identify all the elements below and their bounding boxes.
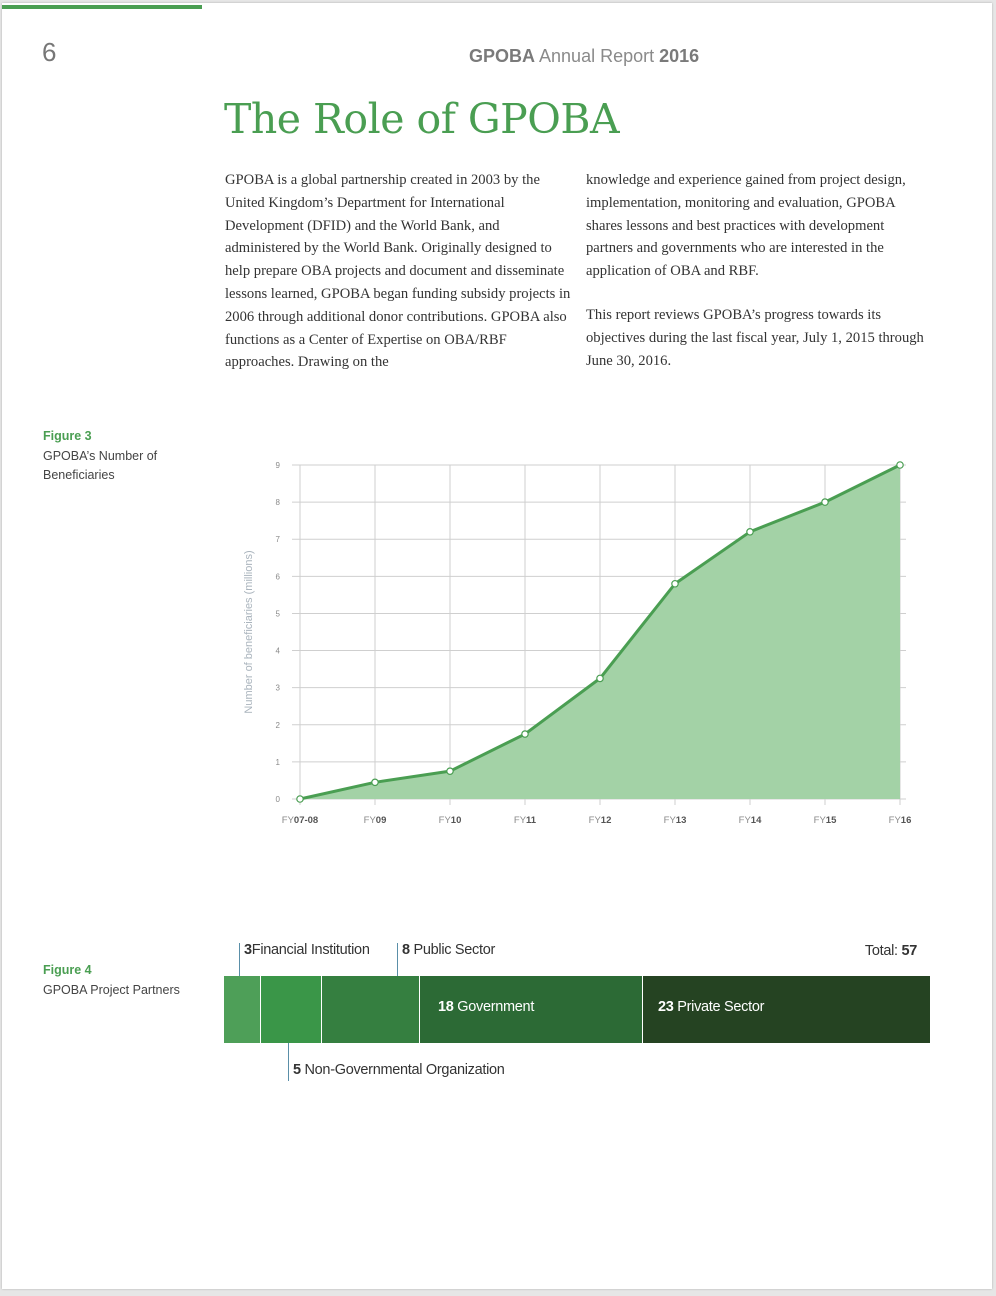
segment-private-sector — [643, 976, 930, 1043]
partners-stacked-bar: Total: 57 3Financial Institution 8 Publi… — [224, 933, 934, 1093]
data-point — [446, 767, 454, 775]
x-tick-label: FY16 — [889, 815, 912, 826]
segment-public-sector — [322, 976, 419, 1043]
ngo-name: Non-Governmental Organization — [304, 1062, 505, 1078]
total-label: Total: — [864, 943, 898, 959]
fin-count: 3 — [244, 942, 252, 958]
body-paragraph: This report reviews GPOBA’s progress tow… — [586, 306, 924, 369]
pub-name: Public Sector — [413, 942, 496, 958]
figure4-label: Figure 4 — [43, 963, 92, 977]
page-title: The Role of GPOBA — [224, 95, 620, 143]
x-tick-label: FY10 — [439, 815, 462, 826]
beneficiaries-area-chart: 0 1 2 3 4 5 6 7 8 9 FY07-08 FY09 FY10 FY11 FY12 FY13 FY1… — [243, 461, 912, 826]
figure4-caption: GPOBA Project Partners — [43, 983, 180, 997]
segment-ngo — [224, 976, 260, 1043]
y-tick-label: 1 — [276, 758, 281, 767]
report-page: 6 GPOBA Annual Report 2016 The Role of G… — [2, 3, 992, 1289]
y-tick-label: 9 — [276, 461, 281, 470]
y-tick-label: 8 — [276, 498, 281, 507]
data-point — [521, 730, 529, 738]
label-public-sector: 8 Public Sector — [402, 942, 495, 958]
body-column-2: knowledge and experience gained from pro… — [586, 169, 934, 392]
label-private-sector: 23 Private Sector — [658, 999, 764, 1015]
figure3-label: Figure 3 — [43, 429, 92, 443]
figure4-label-block: Figure 4 GPOBA Project Partners — [43, 963, 203, 1000]
data-point — [596, 674, 604, 683]
y-tick-label: 0 — [276, 795, 281, 804]
total-value: 57 — [901, 943, 917, 959]
x-tick-label: FY12 — [589, 815, 612, 826]
top-accent-bar — [2, 5, 202, 9]
body-paragraph: GPOBA is a global partnership created in… — [225, 172, 571, 371]
data-point — [671, 579, 679, 588]
x-tick-label: FY14 — [739, 815, 762, 826]
page-number: 6 — [42, 37, 57, 67]
data-point — [296, 795, 304, 803]
x-tick-label: FY11 — [514, 815, 537, 826]
header-org: GPOBA — [469, 46, 536, 66]
running-header: GPOBA Annual Report 2016 — [469, 46, 699, 67]
header-year: 2016 — [659, 46, 700, 66]
pub-leader-line — [397, 943, 398, 976]
x-tick-label: FY09 — [364, 815, 387, 826]
priv-count: 23 — [658, 999, 674, 1015]
figure3-label-block: Figure 3 GPOBA’s Number of Beneficiaries — [43, 429, 163, 485]
y-tick-label: 7 — [276, 535, 281, 544]
header-report-name: Annual Report — [539, 46, 655, 66]
y-tick-label: 2 — [276, 721, 281, 730]
data-point — [821, 498, 829, 506]
gov-name: Government — [457, 999, 535, 1015]
segment-government — [420, 976, 642, 1043]
ngo-count: 5 — [293, 1062, 301, 1078]
data-point — [896, 461, 904, 469]
label-government: 18 Government — [438, 999, 534, 1015]
partners-total: Total: 57 — [865, 943, 917, 959]
figure3-caption: GPOBA’s Number of Beneficiaries — [43, 449, 158, 482]
y-tick-label: 6 — [276, 572, 281, 581]
body-paragraph: knowledge and experience gained from pro… — [586, 172, 906, 280]
data-point — [746, 528, 754, 536]
pub-count: 8 — [402, 942, 410, 958]
data-point — [371, 778, 379, 787]
y-tick-label: 3 — [276, 684, 281, 693]
fin-name: Financial Institution — [251, 942, 370, 958]
ngo-leader-line — [288, 1043, 289, 1081]
body-column-1: GPOBA is a global partnership created in… — [225, 169, 577, 394]
segment-financial-institution — [261, 976, 321, 1043]
y-tick-label: 5 — [276, 609, 281, 618]
priv-name: Private Sector — [677, 999, 765, 1015]
fin-leader-line — [239, 943, 240, 976]
gov-count: 18 — [438, 999, 454, 1015]
y-tick-label: 4 — [276, 647, 281, 656]
x-tick-label: FY15 — [814, 815, 837, 826]
area-fill — [300, 465, 900, 799]
y-axis-label: Number of beneficiaries (millions) — [243, 550, 255, 713]
label-financial-institution: 3Financial Institution — [244, 942, 370, 958]
label-ngo: 5 Non-Governmental Organization — [293, 1062, 505, 1078]
x-tick-label: FY13 — [664, 815, 687, 826]
x-tick-label: FY07-08 — [282, 815, 318, 826]
